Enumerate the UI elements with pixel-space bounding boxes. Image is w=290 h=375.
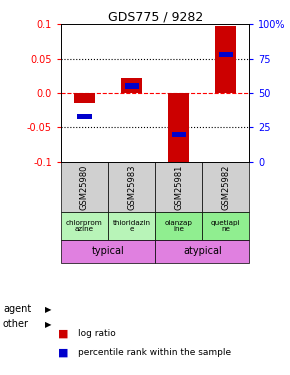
Bar <box>155 212 202 240</box>
Text: percentile rank within the sample: percentile rank within the sample <box>78 348 231 357</box>
Text: atypical: atypical <box>183 246 222 256</box>
Bar <box>77 114 92 119</box>
Bar <box>61 162 108 212</box>
Bar <box>124 84 139 89</box>
Bar <box>61 240 155 262</box>
Text: GSM25982: GSM25982 <box>221 164 230 210</box>
Text: agent: agent <box>3 304 31 314</box>
Bar <box>172 132 186 137</box>
Text: olanzap
ine: olanzap ine <box>165 220 193 232</box>
Text: GSM25980: GSM25980 <box>80 164 89 210</box>
Text: typical: typical <box>92 246 124 256</box>
Text: ■: ■ <box>58 348 68 357</box>
Text: ▶: ▶ <box>45 305 51 314</box>
Bar <box>215 26 236 93</box>
Text: log ratio: log ratio <box>78 329 116 338</box>
Text: chlorprom
azine: chlorprom azine <box>66 220 103 232</box>
Bar <box>202 212 249 240</box>
Bar <box>219 52 233 57</box>
Bar <box>61 212 108 240</box>
Bar <box>202 162 249 212</box>
Bar <box>121 78 142 93</box>
Bar <box>155 162 202 212</box>
Text: ▶: ▶ <box>45 320 51 329</box>
Bar <box>108 162 155 212</box>
Text: GSM25981: GSM25981 <box>174 164 183 210</box>
Text: thioridazin
e: thioridazin e <box>113 220 151 232</box>
Title: GDS775 / 9282: GDS775 / 9282 <box>108 10 203 23</box>
Text: ■: ■ <box>58 329 68 339</box>
Text: other: other <box>3 320 29 329</box>
Bar <box>155 240 249 262</box>
Bar <box>108 212 155 240</box>
Bar <box>168 93 189 162</box>
Text: GSM25983: GSM25983 <box>127 164 136 210</box>
Text: quetiapi
ne: quetiapi ne <box>211 220 241 232</box>
Bar <box>74 93 95 104</box>
